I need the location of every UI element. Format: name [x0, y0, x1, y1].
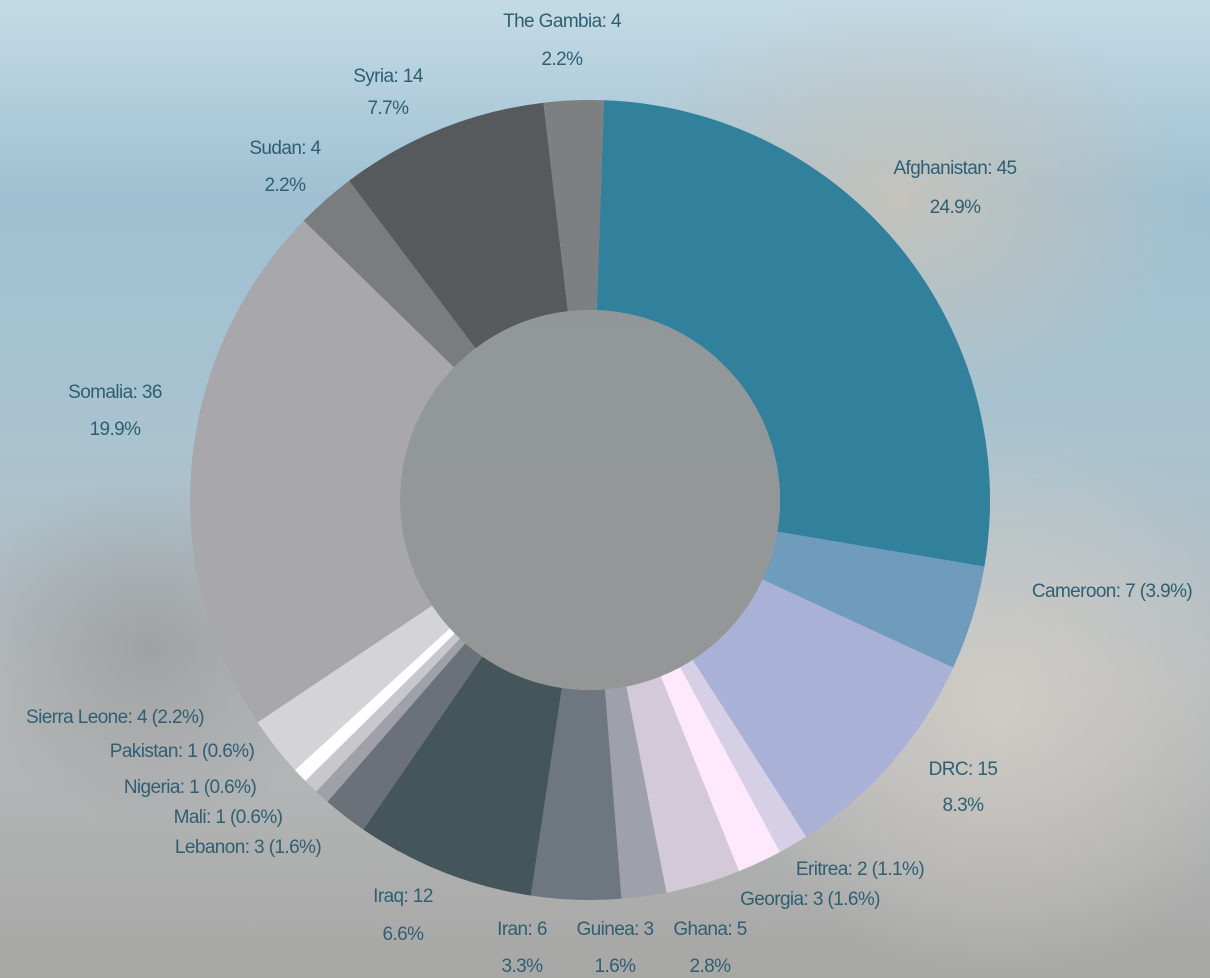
slice-label: DRC: 15 — [929, 759, 998, 780]
slice-label: Sierra Leone: 4 (2.2%) — [26, 707, 204, 728]
slice-label: Afghanistan: 45 — [893, 158, 1016, 179]
donut-hole — [400, 310, 780, 690]
slice — [530, 687, 622, 900]
slice-label: Somalia: 36 — [68, 382, 162, 403]
slice — [762, 531, 985, 668]
slice — [294, 628, 455, 781]
slice-label: Lebanon: 3 (1.6%) — [175, 837, 321, 858]
slice-label: Pakistan: 1 (0.6%) — [110, 741, 255, 762]
slice — [363, 656, 562, 896]
slice-label: 1.6% — [595, 956, 637, 977]
slice-label: Iran: 6 — [497, 919, 547, 940]
slice — [316, 638, 466, 802]
slice-label: 2.2% — [265, 175, 307, 196]
slice-label: The Gambia: 4 — [503, 11, 622, 32]
slice-label: 7.7% — [368, 98, 410, 119]
slice-label: 2.8% — [690, 956, 732, 977]
slice — [596, 100, 990, 567]
slice-label: 24.9% — [930, 197, 982, 218]
slice-label: Syria: 14 — [353, 66, 424, 87]
slice-label: Sudan: 4 — [249, 138, 321, 159]
slice — [257, 605, 450, 771]
slice-label: 2.2% — [542, 49, 584, 70]
slice-label: Georgia: 3 (1.6%) — [740, 889, 880, 910]
slice-label: 8.3% — [943, 795, 985, 816]
labels: Afghanistan: 45 24.9% Cameroon: 7 (3.9%) DR… — [26, 11, 1193, 977]
slice-label: 6.6% — [383, 924, 425, 945]
slice — [660, 667, 781, 872]
slice-label: Ghana: 5 — [673, 919, 746, 940]
slice — [692, 579, 954, 837]
slice-label: Iraq: 12 — [373, 886, 433, 907]
slice — [626, 676, 739, 893]
slice-label: Nigeria: 1 (0.6%) — [124, 777, 257, 798]
slice — [604, 686, 667, 899]
slice — [543, 100, 604, 312]
slice — [303, 180, 476, 368]
slice — [189, 220, 454, 723]
slice — [305, 633, 460, 792]
slice-label: Guinea: 3 — [577, 919, 654, 940]
slice-label: Mali: 1 (0.6%) — [174, 807, 283, 828]
slice — [349, 102, 568, 349]
slice-label: 3.3% — [502, 956, 544, 977]
slice — [327, 643, 483, 830]
slice-label: Cameroon: 7 (3.9%) — [1032, 581, 1193, 602]
slices — [189, 100, 990, 900]
slice-label: Eritrea: 2 (1.1%) — [796, 859, 924, 880]
slice — [680, 659, 807, 852]
slice-label: 19.9% — [90, 419, 142, 440]
